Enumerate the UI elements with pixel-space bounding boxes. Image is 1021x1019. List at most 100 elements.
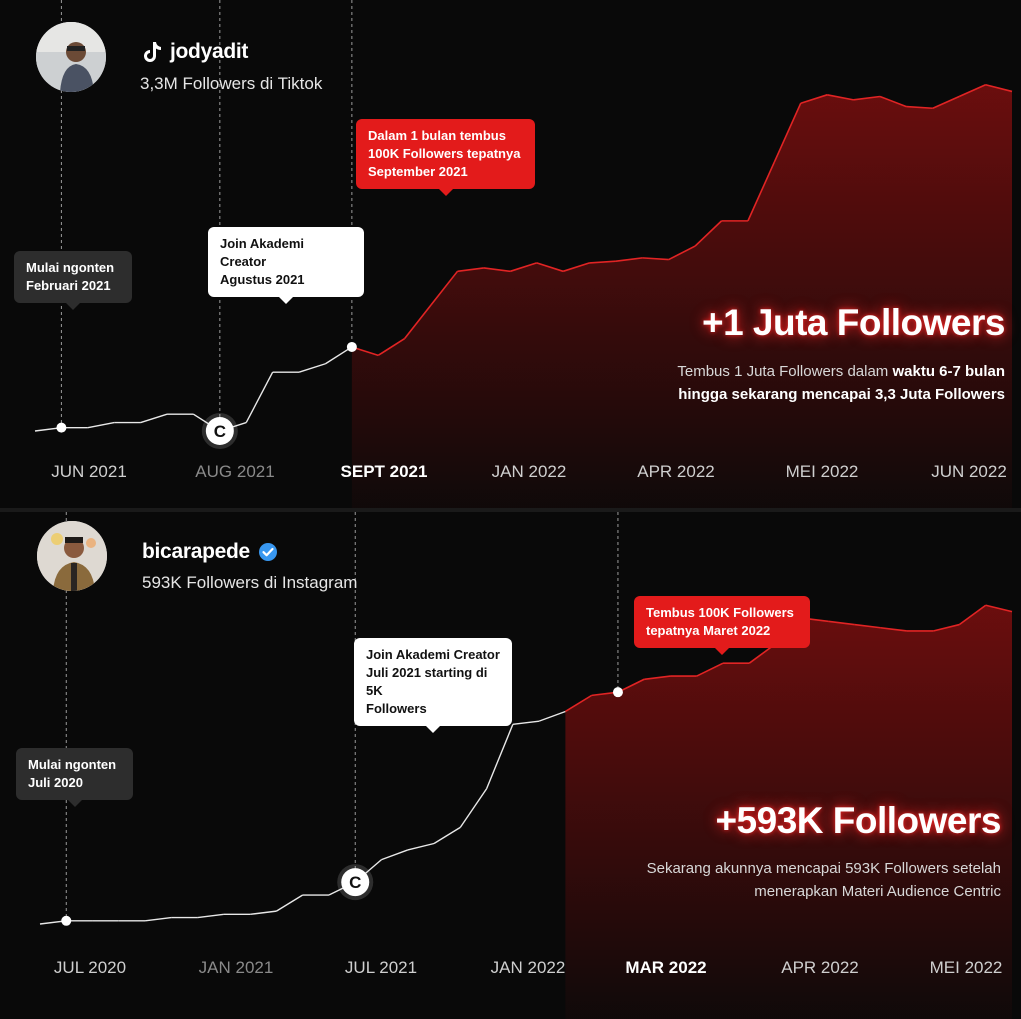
tiktok-icon [144, 42, 161, 62]
series-segment [932, 623, 960, 632]
series-segment [828, 620, 855, 626]
series-segment [800, 94, 828, 104]
series-segment [457, 267, 484, 273]
headline: +593K Followers [715, 800, 1001, 841]
series-segment [668, 245, 696, 261]
logo-mark: C [349, 873, 361, 892]
growth-area [351, 84, 1012, 508]
join-annotation: Join Akademi Creator Juli 2021 starting … [354, 638, 512, 733]
account-handle: bicarapede [142, 540, 250, 563]
series-segment [879, 95, 907, 108]
series-segment [430, 270, 459, 306]
series-segment [483, 267, 511, 273]
instagram-growth-panel: C bicarapede 593K Followers di Instagram… [0, 512, 1021, 1019]
annotation-text: Mulai ngonten Februari 2021 [26, 260, 115, 293]
series-segment [140, 413, 168, 424]
x-tick-label: SEPT 2021 [340, 462, 428, 481]
series-segment [245, 371, 274, 423]
x-tick-label: MEI 2022 [929, 958, 1003, 977]
series-segment [747, 161, 776, 222]
data-point [612, 687, 623, 698]
series-segment [615, 257, 643, 263]
series-segment [642, 257, 669, 261]
start-annotation: Mulai ngonten Februari 2021 [14, 251, 132, 310]
series-segment [854, 623, 881, 629]
x-tick-label: MAR 2022 [625, 958, 707, 977]
x-tick-label: JUN 2022 [931, 462, 1007, 481]
series-segment [144, 916, 172, 922]
description-text: menerapkan Materi Audience Centric [754, 883, 1001, 900]
series-segment [404, 304, 432, 340]
data-point [61, 915, 72, 926]
x-tick-label: JAN 2021 [198, 958, 274, 977]
series-segment [562, 262, 590, 273]
annotation-text: Join Akademi Creator Agustus 2021 [220, 236, 305, 287]
series-segment [827, 94, 854, 101]
x-tick-label: MEI 2022 [785, 462, 859, 481]
series-segment [325, 346, 353, 365]
series-segment [958, 604, 987, 626]
series-segment [694, 220, 723, 247]
description: Tembus 1 Juta Followers dalam waktu 6-7 … [677, 360, 1005, 406]
series-segment [644, 675, 671, 681]
followers-subtitle: 3,3M Followers di Tiktok [140, 74, 323, 93]
x-tick-label: APR 2022 [781, 958, 859, 977]
x-tick-label: JUL 2021 [344, 958, 418, 977]
growth-area [565, 605, 1012, 1019]
series-segment [298, 363, 326, 373]
verified-badge-icon [258, 543, 277, 561]
series-segment [536, 262, 564, 273]
series-segment [381, 849, 409, 861]
avatar [36, 22, 106, 92]
annotation-text: Dalam 1 bulan tembus 100K Followers tepa… [368, 128, 521, 179]
series-segment [880, 626, 908, 632]
series-segment [433, 826, 461, 845]
description: Sekarang akunnya mencapai 593K Followers… [647, 857, 1001, 903]
description-text: Tembus 1 Juta Followers dalam [677, 363, 893, 380]
series-segment [906, 105, 933, 110]
series-segment [696, 662, 724, 677]
series-segment [510, 262, 537, 273]
panel-divider [0, 508, 1021, 512]
series-segment [853, 95, 881, 101]
series-segment [276, 894, 304, 912]
x-tick-label: JAN 2022 [491, 462, 567, 481]
series-segment [250, 910, 277, 916]
account-handle-row: bicarapede [142, 540, 278, 564]
series-segment [459, 788, 488, 828]
series-segment [985, 83, 1013, 93]
description-bold: waktu 6-7 bulan [892, 363, 1005, 380]
annotation-text: Mulai ngonten Juli 2020 [28, 757, 117, 790]
series-segment [407, 842, 435, 851]
start-annotation: Mulai ngonten Juli 2020 [16, 748, 133, 807]
series-segment [87, 421, 115, 429]
series-segment [538, 710, 566, 722]
milestone-annotation: Dalam 1 bulan tembus 100K Followers tepa… [356, 119, 535, 196]
annotation-text: Join Akademi Creator Juli 2021 starting … [366, 647, 500, 716]
join-annotation: Join Akademi Creator Agustus 2021 [208, 227, 364, 304]
series-segment [589, 260, 616, 264]
account-handle-row: jodyadit [142, 40, 248, 64]
series-segment [564, 694, 593, 713]
series-segment [512, 720, 540, 726]
series-segment [485, 724, 514, 790]
series-segment [985, 604, 1013, 613]
account-handle: jodyadit [170, 40, 249, 63]
tiktok-growth-panel: C jodyadit 3,3M Followers di Tiktok Mula… [0, 0, 1021, 508]
x-tick-label: JUL 2020 [53, 958, 127, 977]
x-tick-label: APR 2022 [637, 462, 715, 481]
data-point [56, 422, 67, 433]
series-segment [958, 83, 986, 98]
headline: +1 Juta Followers [701, 302, 1006, 343]
avatar [37, 521, 107, 591]
logo-badge [205, 417, 234, 445]
tiktok-growth-chart: C [34, 0, 1013, 508]
milestone-annotation: Tembus 100K Followers tepatnya Maret 202… [634, 596, 810, 655]
logo-badge [341, 868, 370, 897]
series-segment [377, 337, 406, 357]
annotation-text: Tembus 100K Followers tepatnya Maret 202… [646, 605, 794, 638]
series-segment [773, 102, 802, 163]
series-segment [932, 95, 960, 109]
description-text: Sekarang akunnya mencapai 593K Followers… [646, 860, 1001, 877]
series-segment [197, 913, 224, 919]
